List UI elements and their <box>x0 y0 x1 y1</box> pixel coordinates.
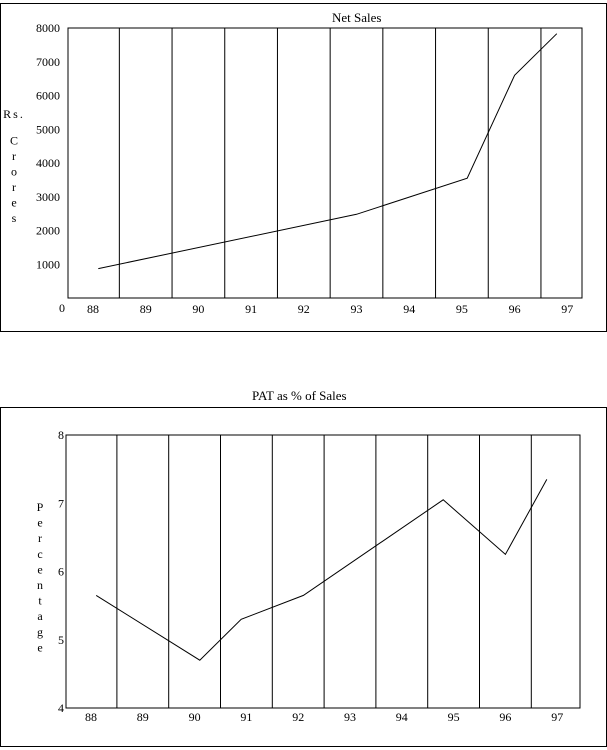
c2-x-tick-label: 90 <box>189 710 201 724</box>
c1-series-line <box>98 33 558 270</box>
c1-x-tick-label: 93 <box>351 302 363 316</box>
c1-x-tick-label: 90 <box>192 302 204 316</box>
c1-plot-area <box>67 27 583 299</box>
c1-y-axis-label-char: e <box>11 195 16 209</box>
c1-x-tick-label: 91 <box>245 302 257 316</box>
c2-y-tick-label: 6 <box>58 565 64 579</box>
c2-x-tick-label: 94 <box>396 710 408 724</box>
c1-y-tick-label: 1000 <box>36 257 60 271</box>
c1-x-tick-label: 94 <box>403 302 415 316</box>
c2-y-axis-label-char: e <box>37 640 42 654</box>
c1-y-axis-label: Rs. <box>3 107 25 121</box>
c1-x-tick-label: 89 <box>140 302 152 316</box>
c1-y-axis-label-char: o <box>11 164 17 178</box>
c1-y-tick-label: 8000 <box>36 21 60 35</box>
c2-y-axis-label-char: e <box>37 516 42 530</box>
c1-y-axis-label-char: s <box>12 211 17 225</box>
c2-y-axis-label-char: n <box>37 578 43 592</box>
c2-x-tick-label: 89 <box>137 710 149 724</box>
c2-y-axis-label-char: c <box>37 547 42 561</box>
c2-y-axis-label-char: t <box>38 594 42 608</box>
c2-x-tick-label: 93 <box>344 710 356 724</box>
c1-x-tick-label: 96 <box>509 302 521 316</box>
c2-y-tick-label: 4 <box>58 701 64 715</box>
c2-plot-area <box>65 434 581 709</box>
c1-x-tick-label: 97 <box>561 302 573 316</box>
c1-x-tick-label: 88 <box>87 302 99 316</box>
c2-y-axis-label-char: r <box>38 531 42 545</box>
c2-y-tick-label: 7 <box>58 496 64 510</box>
c1-y-tick-label: 6000 <box>36 89 60 103</box>
c2-x-tick-label: 96 <box>499 710 511 724</box>
c2-x-tick-label: 91 <box>240 710 252 724</box>
c1-y-tick-label: 3000 <box>36 190 60 204</box>
c1-y-tick-label: 2000 <box>36 224 60 238</box>
c2-series-line <box>95 479 548 661</box>
c1-x-tick-label: 92 <box>298 302 310 316</box>
c2-y-tick-label: 5 <box>58 633 64 647</box>
c2-y-axis-label-char: g <box>37 625 43 639</box>
c2-x-tick-label: 92 <box>292 710 304 724</box>
c2-x-tick-label: 97 <box>551 710 563 724</box>
c1-x-tick-label: 95 <box>456 302 468 316</box>
c2-x-tick-label: 95 <box>448 710 460 724</box>
c1-origin-label: 0 <box>59 301 65 315</box>
pat-chart-title: PAT as % of Sales <box>252 388 347 403</box>
c1-y-axis-label-char: r <box>12 180 16 194</box>
c1-y-axis-label-char: C <box>10 133 18 147</box>
c1-y-tick-label: 4000 <box>36 156 60 170</box>
c1-y-tick-label: 5000 <box>36 122 60 136</box>
c2-y-axis-label-char: e <box>37 562 42 576</box>
c2-y-tick-label: 8 <box>58 428 64 442</box>
c2-y-axis-label-char: a <box>37 609 43 623</box>
c1-y-axis-label-char: r <box>12 149 16 163</box>
c1-y-tick-label: 7000 <box>36 55 60 69</box>
c2-y-axis-label-char: P <box>37 500 44 514</box>
net-sales-chart-title: Net Sales <box>332 10 382 25</box>
c2-x-tick-label: 88 <box>85 710 97 724</box>
